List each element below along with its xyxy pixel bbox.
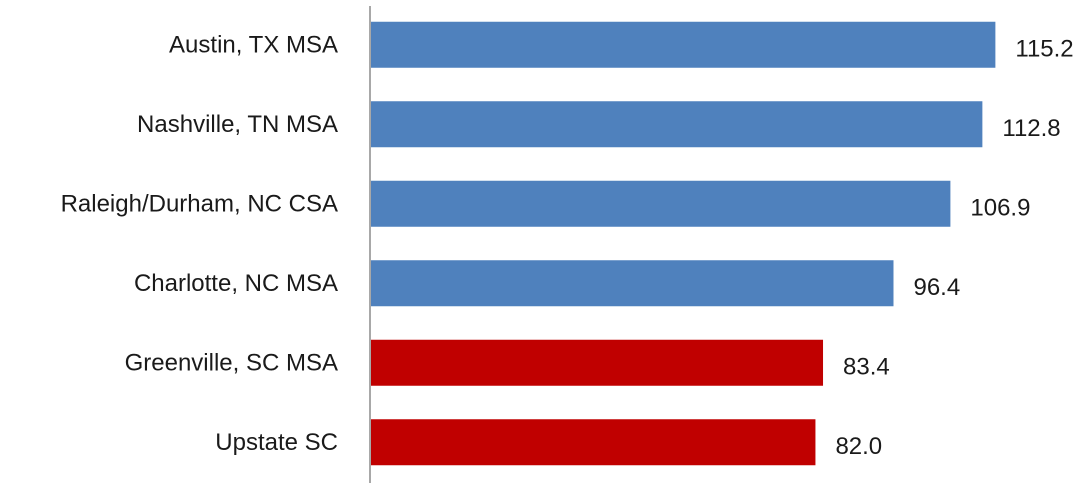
data-label: 115.2 [1015,35,1073,62]
data-label: 112.8 [1002,115,1060,142]
data-label: 82.0 [835,433,882,460]
labels-layer: Austin, TX MSA 115.2 Nashville, TN MSA 112.… [61,31,1074,460]
bar [371,339,824,386]
bar [371,260,894,307]
bar [371,101,983,148]
category-label: Greenville, SC MSA [125,349,338,376]
bar [371,180,951,227]
bars-layer [371,21,996,466]
bar [371,419,816,466]
category-label: Charlotte, NC MSA [134,270,338,297]
data-label: 83.4 [843,353,890,380]
data-label: 96.4 [913,274,960,301]
category-label: Upstate SC [215,429,338,456]
category-label: Austin, TX MSA [169,31,338,58]
category-label: Raleigh/Durham, NC CSA [61,190,338,217]
category-label: Nashville, TN MSA [137,111,338,138]
data-label: 106.9 [970,194,1030,221]
bar [371,21,996,68]
